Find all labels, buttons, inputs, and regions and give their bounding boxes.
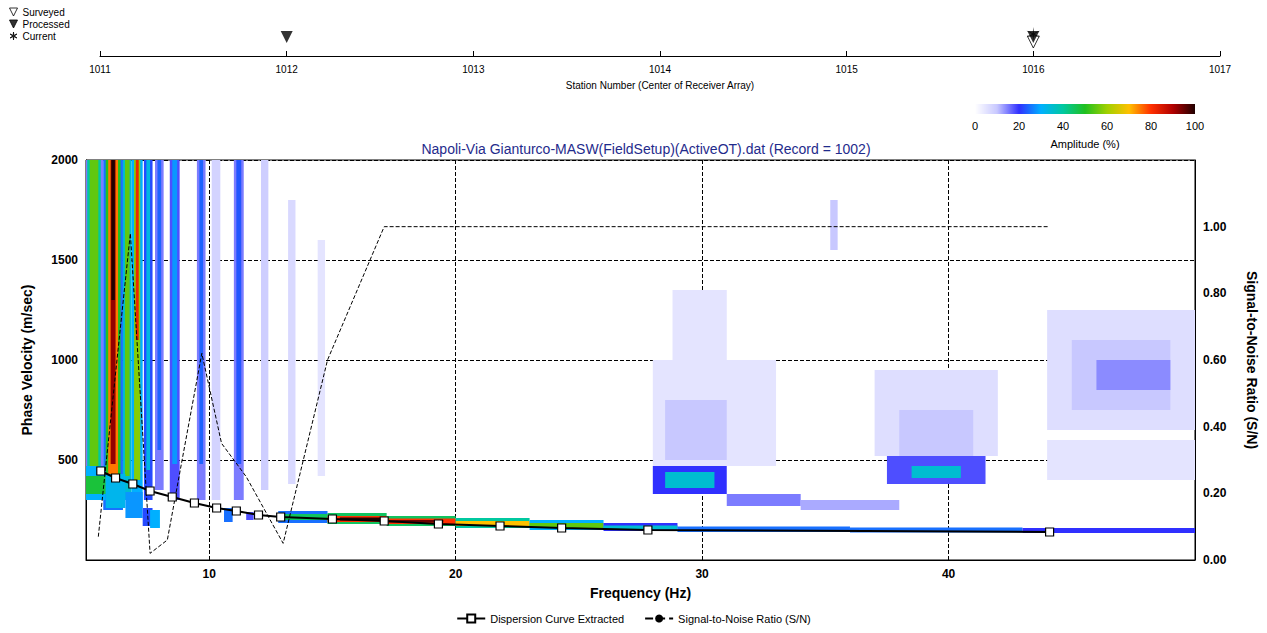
svg-text:Signal-to-Noise Ratio (S/N): Signal-to-Noise Ratio (S/N)	[1244, 271, 1260, 449]
svg-text:Surveyed: Surveyed	[23, 7, 65, 18]
svg-text:0.40: 0.40	[1203, 420, 1227, 434]
svg-text:0.60: 0.60	[1203, 353, 1227, 367]
svg-text:40: 40	[1057, 120, 1069, 132]
svg-text:10: 10	[203, 567, 217, 581]
svg-text:1016: 1016	[1022, 64, 1045, 75]
svg-text:500: 500	[58, 453, 78, 467]
svg-text:40: 40	[942, 567, 956, 581]
svg-text:20: 20	[449, 567, 463, 581]
svg-text:1500: 1500	[51, 253, 78, 267]
svg-text:Current: Current	[23, 31, 57, 42]
svg-text:Station Number (Center of Rece: Station Number (Center of Receiver Array…	[566, 80, 754, 91]
svg-text:Signal-to-Noise Ratio (S/N): Signal-to-Noise Ratio (S/N)	[678, 613, 811, 625]
svg-text:0.80: 0.80	[1203, 286, 1227, 300]
svg-text:Frequency (Hz): Frequency (Hz)	[590, 585, 691, 601]
svg-text:1017: 1017	[1209, 64, 1232, 75]
svg-text:20: 20	[1013, 120, 1025, 132]
svg-text:2000: 2000	[51, 153, 78, 167]
svg-text:1014: 1014	[649, 64, 672, 75]
svg-text:1012: 1012	[276, 64, 299, 75]
svg-text:1015: 1015	[836, 64, 859, 75]
svg-text:Processed: Processed	[23, 19, 70, 30]
svg-text:0.20: 0.20	[1203, 486, 1227, 500]
svg-text:60: 60	[1101, 120, 1113, 132]
svg-text:Napoli-Via Gianturco-MASW(Fiel: Napoli-Via Gianturco-MASW(FieldSetup)(Ac…	[421, 141, 870, 157]
svg-text:Dispersion Curve Extracted: Dispersion Curve Extracted	[490, 613, 624, 625]
svg-text:0.00: 0.00	[1203, 553, 1227, 567]
svg-text:1013: 1013	[462, 64, 485, 75]
svg-text:Amplitude (%): Amplitude (%)	[1050, 138, 1119, 150]
svg-text:30: 30	[695, 567, 709, 581]
svg-text:100: 100	[1186, 120, 1204, 132]
svg-text:1011: 1011	[89, 64, 111, 75]
svg-text:80: 80	[1145, 120, 1157, 132]
svg-text:Phase Velocity (m/sec): Phase Velocity (m/sec)	[19, 285, 35, 436]
svg-text:1000: 1000	[51, 353, 78, 367]
svg-text:0: 0	[972, 120, 978, 132]
svg-text:1.00: 1.00	[1203, 220, 1227, 234]
